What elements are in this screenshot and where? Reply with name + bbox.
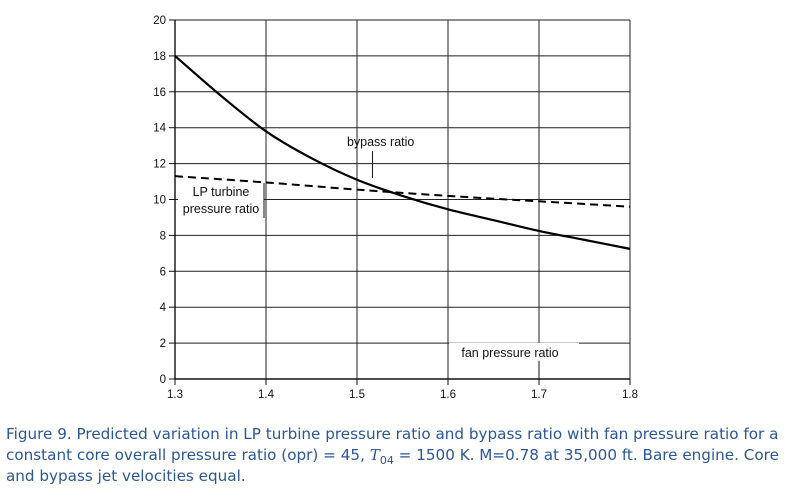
lp-turbine-label-line2: pressure ratio [183, 202, 259, 216]
y-tick-label: 0 [160, 374, 166, 386]
chart: 0 2 4 6 8 10 12 14 16 18 20 1.3 1.4 1.5 1.6 1.7 1.8 bypa… [153, 15, 638, 401]
fan-label-background [449, 342, 579, 361]
x-tick-label: 1.5 [349, 389, 365, 401]
lp-label-background [178, 183, 264, 218]
x-tick-label: 1.4 [258, 389, 275, 401]
y-tick-label: 18 [153, 51, 166, 63]
x-tick-label: 1.3 [167, 389, 183, 401]
y-tick-label: 4 [160, 302, 167, 314]
annotations: bypass ratio LP turbine pressure ratio fan … [178, 135, 579, 379]
y-tick-label: 10 [153, 195, 166, 207]
bypass-ratio-label: bypass ratio [347, 135, 414, 149]
ticks: 0 2 4 6 8 10 12 14 16 18 20 1.3 1.4 1.5 1.6 1.7 1.8 [153, 15, 638, 401]
x-tick-label: 1.7 [531, 389, 547, 401]
figure-caption: Figure 9. Predicted variation in LP turb… [6, 424, 806, 487]
fan-pressure-ratio-label: fan pressure ratio [461, 346, 558, 360]
bypass-ratio-line [174, 55, 631, 250]
caption-part1: Figure 9. Predicted variation in LP turb… [6, 425, 779, 464]
caption-part2: = 1500 K. M=0.78 at 35,000 ft. Bare engi… [6, 446, 779, 485]
y-tick-label: 14 [153, 123, 166, 135]
y-tick-label: 8 [160, 230, 166, 242]
series [174, 55, 631, 250]
y-tick-label: 20 [153, 15, 166, 27]
caption-t-subscript: 04 [379, 454, 394, 468]
lp-turbine-label-line1: LP turbine [193, 185, 250, 199]
y-tick-label: 12 [153, 159, 166, 171]
caption-t-symbol: T [369, 446, 380, 464]
lp-turbine-pressure-ratio-line [174, 175, 631, 208]
x-tick-label: 1.8 [622, 389, 638, 401]
y-tick-label: 6 [160, 266, 166, 278]
y-tick-label: 2 [160, 338, 166, 350]
x-tick-label: 1.6 [440, 389, 456, 401]
y-tick-label: 16 [153, 87, 166, 99]
